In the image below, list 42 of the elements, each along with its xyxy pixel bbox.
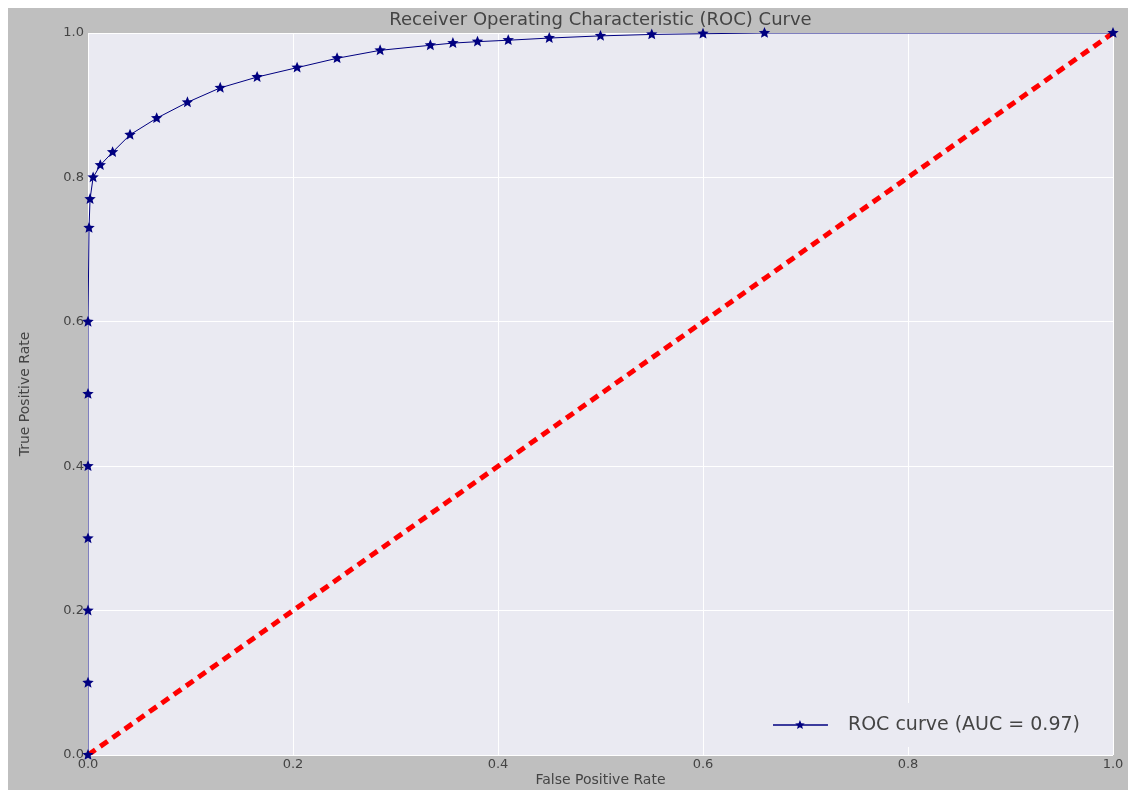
point [646,28,658,40]
x-tick-label: 0.8 [897,756,919,772]
point [181,96,194,108]
x-tick-label: 1.0 [1102,756,1124,772]
point [124,128,136,140]
y-tick-label: 1.0 [63,24,84,40]
point [82,388,94,399]
point [82,315,94,327]
point [82,676,94,688]
point [471,35,484,47]
point [82,532,94,544]
x-tick-label: 0.2 [282,756,304,772]
legend-label: ROC curve (AUC = 0.97) [847,711,1081,734]
x-axis-title: False Positive Rate [535,770,666,787]
point [697,27,709,39]
point [83,221,95,233]
point [502,34,514,46]
point [447,37,459,48]
x-tick-label: 0.6 [692,756,714,772]
point [84,193,96,204]
point [82,604,94,616]
point [87,171,99,183]
point [758,27,771,38]
point [594,29,607,41]
point [214,81,226,93]
point [291,61,303,73]
point [150,112,163,124]
point [1107,27,1119,38]
y-tick-label: 0.8 [63,168,84,184]
y-tick-label: 0.6 [63,313,84,329]
point [374,44,386,56]
y-axis-title: True Positive Rate [15,331,32,458]
y-tick-label: 0.4 [63,457,84,473]
point [251,71,263,82]
point [94,159,107,170]
point [106,146,119,157]
point [331,52,343,64]
point [543,32,555,43]
chart-title: Receiver Operating Characteristic (ROC) Curve [389,7,812,29]
y-tick-label: 0.2 [63,601,84,617]
x-tick-label: 0.4 [487,756,509,772]
point [424,39,437,51]
